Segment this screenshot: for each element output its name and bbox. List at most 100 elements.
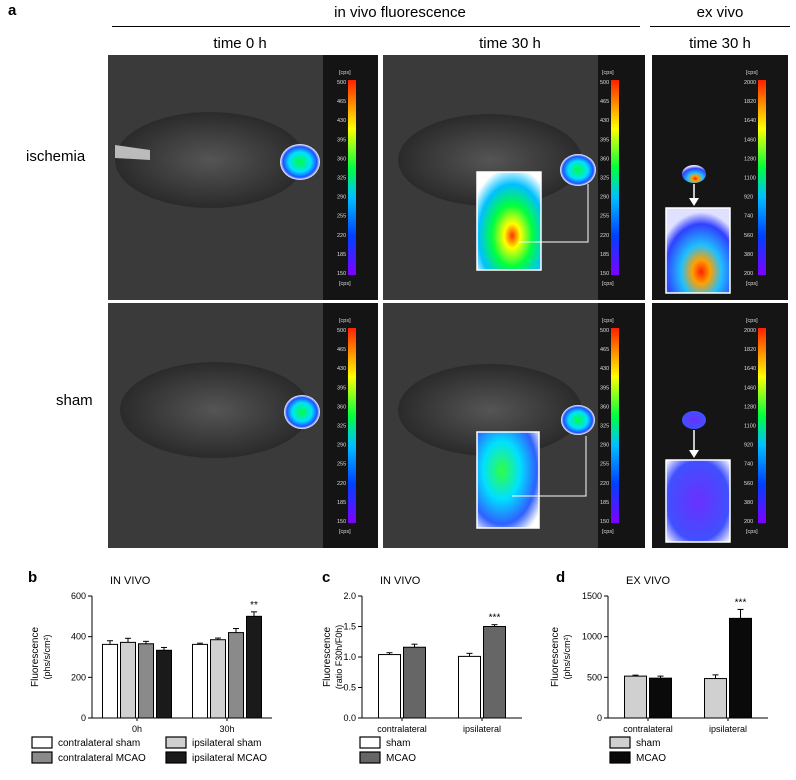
bar (378, 654, 401, 719)
panel-a-letter: a (8, 2, 17, 19)
scale-tick-label: 325 (337, 424, 346, 430)
legend-swatch (165, 736, 187, 749)
significance-marker: ** (250, 600, 258, 611)
scale-tick-label: 150 (337, 519, 346, 525)
significance-marker: *** (735, 597, 747, 608)
significance-marker: *** (489, 613, 501, 624)
bar (192, 643, 208, 719)
group-header-invivo: in vivo fluorescence (334, 4, 466, 21)
scale-tick-label: 1100 (744, 176, 756, 182)
scale-tick-label: 380 (744, 500, 753, 506)
scale-tick-label: 185 (600, 500, 609, 506)
bar (704, 678, 727, 719)
scale-tick-label: 1280 (744, 156, 756, 162)
imaging-panels: [cps] 500 465 430 395 360 325 290 255 220 185 150 [c… (108, 55, 788, 548)
scale-tick-label: 430 (337, 118, 346, 124)
scale-unit-top: [cps] (339, 70, 351, 76)
scale-tick-label: 200 (744, 271, 753, 277)
y-tick-label: 0.5 (343, 683, 356, 693)
legend-swatch (31, 736, 53, 749)
scale-tick-label: 740 (744, 214, 753, 220)
x-tick-label: contralateral (623, 724, 673, 734)
scale-tick-label: 395 (337, 137, 346, 143)
scale-tick-label: 290 (600, 195, 609, 201)
scale-tick-label: 255 (600, 462, 609, 468)
y-tick-label: 2.0 (343, 591, 356, 601)
scale-tick-label: 500 (337, 80, 346, 86)
scale-tick-label: 395 (600, 137, 609, 143)
scale-tick-label: 255 (337, 462, 346, 468)
y-axis-label: Fluorescence (550, 627, 561, 687)
scale-tick-label: 465 (337, 347, 346, 353)
scale-tick-label: 465 (600, 347, 609, 353)
x-tick-label: 0h (132, 724, 142, 734)
row-label-sham: sham (56, 392, 93, 409)
scale-tick-label: 430 (600, 366, 609, 372)
legend-swatch (31, 751, 53, 764)
bar (483, 626, 506, 719)
scale-unit-bottom: [cps] (339, 529, 351, 535)
scale-tick-label: 465 (337, 99, 346, 105)
scale-unit-bottom: [cps] (602, 529, 614, 535)
chart-b: b IN VIVO 0 200 400 600 Fluorescence (phs/s/cm²… (28, 569, 272, 764)
legend-swatch (609, 736, 631, 749)
y-tick-label: 200 (71, 672, 86, 682)
legend-label: contralateral sham (58, 738, 140, 749)
legend-label: contralateral MCAO (58, 753, 146, 764)
y-tick-label: 600 (71, 591, 86, 601)
scale-tick-label: 290 (337, 443, 346, 449)
bar (156, 649, 172, 719)
scale-tick-label: 255 (600, 214, 609, 220)
scale-tick-label: 290 (600, 443, 609, 449)
scale-tick-label: 220 (600, 233, 609, 239)
chart-title: IN VIVO (380, 575, 421, 587)
image-ischemia-0h (108, 55, 378, 300)
scale-tick-label: 1640 (744, 118, 756, 124)
scale-tick-label: 200 (744, 519, 753, 525)
invivo-bracket-line (112, 26, 640, 27)
scale-unit-top: [cps] (602, 318, 614, 324)
image-ischemia-30h (383, 55, 645, 300)
scale-tick-label: 1460 (744, 137, 756, 143)
x-tick-label: ipsilateral (463, 724, 501, 734)
x-tick-label: contralateral (377, 724, 427, 734)
chart-title: EX VIVO (626, 575, 670, 587)
chart-c: c IN VIVO 0.0 0.5 1.0 1.5 2.0 Fluorescence (rati… (322, 569, 522, 764)
scale-tick-label: 920 (744, 195, 753, 201)
scale-tick-label: 430 (337, 366, 346, 372)
scale-tick-label: 560 (744, 481, 753, 487)
scale-tick-label: 1100 (744, 424, 756, 430)
scale-tick-label: 185 (337, 252, 346, 258)
scale-tick-label: 325 (600, 424, 609, 430)
y-tick-label: 1.5 (343, 622, 356, 632)
scale-tick-label: 255 (337, 214, 346, 220)
scale-tick-label: 325 (337, 176, 346, 182)
legend-swatch (359, 751, 381, 764)
scale-tick-label: 2000 (744, 80, 756, 86)
scale-tick-label: 395 (600, 385, 609, 391)
scale-unit-top: [cps] (602, 70, 614, 76)
scale-unit-top: [cps] (746, 318, 758, 324)
bar (403, 646, 426, 719)
legend-label: ipsilateral sham (192, 738, 261, 749)
panel-letter: b (28, 569, 37, 586)
y-axis-label: Fluorescence (30, 627, 41, 687)
scale-tick-label: 150 (600, 519, 609, 525)
legend-swatch (609, 751, 631, 764)
y-axis-unit: (ratio F30h/F0h) (334, 625, 344, 690)
scale-tick-label: 465 (600, 99, 609, 105)
scale-tick-label: 1820 (744, 347, 756, 353)
scale-tick-label: 740 (744, 462, 753, 468)
scale-tick-label: 500 (600, 328, 609, 334)
scale-tick-label: 1820 (744, 99, 756, 105)
x-tick-label: 30h (219, 724, 234, 734)
bar (210, 639, 226, 719)
scale-unit-top: [cps] (339, 318, 351, 324)
scale-tick-label: 430 (600, 118, 609, 124)
scale-unit-top: [cps] (746, 70, 758, 76)
exvivo-bracket-line (650, 26, 790, 27)
scale-unit-bottom: [cps] (602, 281, 614, 287)
y-tick-label: 0.0 (343, 713, 356, 723)
scale-tick-label: 150 (600, 271, 609, 277)
bar (246, 615, 262, 719)
